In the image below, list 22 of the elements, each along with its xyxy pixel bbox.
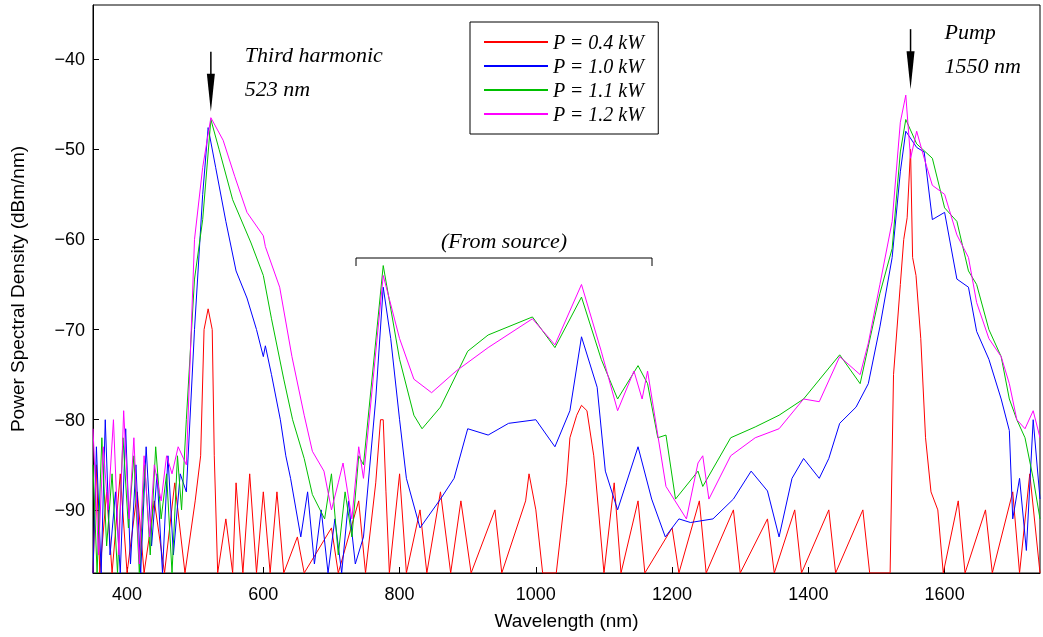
y-axis-title: Power Spectral Density (dBm/nm) <box>7 145 28 433</box>
legend-label: P = 1.0 kW <box>552 55 647 77</box>
y-tick-label: −50 <box>54 139 85 160</box>
y-tick-label: −80 <box>54 409 85 430</box>
x-tick-label: 1200 <box>652 584 693 604</box>
y-tick-label: −90 <box>54 499 85 520</box>
legend-label: P = 1.1 kW <box>552 79 647 101</box>
x-tick-label: 800 <box>384 584 415 604</box>
annotation: (From source) <box>440 228 568 253</box>
y-tick-label: −40 <box>54 49 85 70</box>
annotation: Pump 1550 nm <box>943 19 1021 79</box>
x-tick-label: 600 <box>248 584 279 604</box>
x-tick-label: 1400 <box>788 584 829 604</box>
legend-label: P = 0.4 kW <box>552 31 647 53</box>
x-tick-label: 1600 <box>924 584 965 604</box>
annotation: Third harmonic 523 nm <box>244 41 384 101</box>
y-tick-label: −60 <box>54 229 85 250</box>
y-tick-label: −70 <box>54 319 85 340</box>
x-axis-title: Wavelength (nm) <box>494 610 639 631</box>
x-tick-label: 1000 <box>515 584 556 604</box>
x-tick-label: 400 <box>112 584 143 604</box>
legend-label: P = 1.2 kW <box>552 103 647 125</box>
